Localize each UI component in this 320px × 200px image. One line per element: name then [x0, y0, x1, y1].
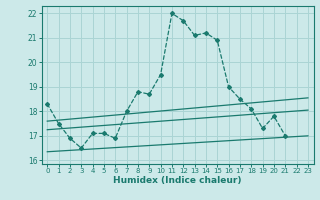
X-axis label: Humidex (Indice chaleur): Humidex (Indice chaleur)	[113, 176, 242, 185]
